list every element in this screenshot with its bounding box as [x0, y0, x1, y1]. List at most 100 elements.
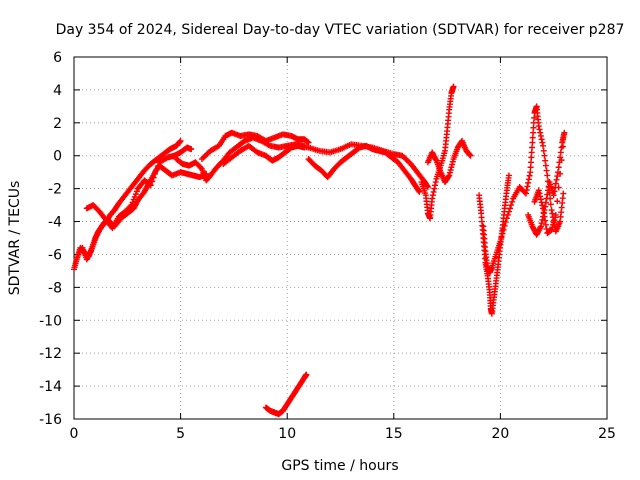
data-point — [541, 152, 548, 159]
data-point — [498, 234, 505, 241]
data-point — [502, 219, 509, 226]
x-axis-label: GPS time / hours — [281, 458, 398, 474]
data-point — [540, 142, 547, 149]
data-point — [542, 221, 549, 228]
data-point — [535, 123, 542, 130]
data-point — [149, 178, 156, 185]
y-tick-label: -14 — [39, 379, 62, 395]
data-point — [432, 182, 439, 189]
chart-title: Day 354 of 2024, Sidereal Day-to-day VTE… — [56, 22, 625, 38]
data-point — [559, 143, 566, 150]
data-point — [547, 201, 554, 208]
data-point — [445, 173, 452, 180]
data-point — [543, 225, 550, 232]
data-point — [549, 210, 556, 217]
data-points — [71, 83, 568, 418]
data-series — [418, 83, 457, 222]
data-series — [220, 142, 308, 167]
data-point — [539, 139, 546, 146]
data-point — [127, 203, 134, 210]
data-point — [555, 164, 562, 171]
data-point — [561, 129, 568, 136]
data-point — [525, 176, 532, 183]
plot-frame — [73, 56, 608, 420]
data-point — [552, 180, 559, 187]
data-point — [152, 170, 159, 177]
data-point — [132, 191, 139, 198]
data-point — [550, 192, 557, 199]
data-point — [557, 170, 564, 177]
data-point — [543, 195, 550, 202]
x-tick-label: 15 — [385, 426, 403, 442]
data-point — [506, 205, 513, 212]
data-point — [505, 172, 512, 179]
data-point — [555, 184, 562, 191]
y-tick-label: -12 — [39, 346, 62, 362]
data-point — [197, 164, 204, 171]
data-point — [522, 190, 529, 197]
data-point — [449, 158, 456, 165]
data-point — [447, 166, 454, 173]
data-point — [536, 126, 543, 133]
data-point — [540, 147, 547, 154]
data-point — [500, 226, 507, 233]
data-point — [154, 163, 161, 170]
data-point — [544, 172, 551, 179]
data-point — [497, 238, 504, 245]
data-point — [542, 162, 549, 169]
data-point — [177, 137, 184, 144]
y-tick-label: -4 — [48, 215, 62, 231]
data-point — [501, 222, 508, 229]
data-point — [548, 207, 555, 214]
data-point — [542, 217, 549, 224]
data-point — [538, 220, 545, 227]
data-point — [539, 202, 546, 209]
data-point — [129, 199, 136, 206]
y-tick-label: -2 — [48, 182, 62, 198]
data-point — [150, 174, 157, 181]
x-tick-label: 0 — [70, 426, 79, 442]
data-point — [446, 172, 453, 179]
data-series — [198, 129, 312, 163]
data-point — [448, 164, 455, 171]
y-tick-label: 4 — [53, 83, 62, 99]
y-tick-label: 0 — [53, 149, 62, 165]
data-point — [303, 371, 310, 378]
data-point — [503, 215, 510, 222]
data-series — [83, 144, 195, 232]
data-point — [450, 83, 457, 90]
data-series — [480, 103, 567, 276]
data-point — [430, 188, 437, 195]
data-point — [133, 188, 140, 195]
y-tick-label: 6 — [53, 50, 62, 66]
data-point — [153, 166, 160, 173]
y-tick-label: -16 — [39, 412, 62, 428]
data-point — [525, 179, 532, 186]
data-point — [551, 188, 558, 195]
data-point — [446, 169, 453, 176]
data-point — [147, 182, 154, 189]
data-point — [542, 157, 549, 164]
data-point — [176, 138, 183, 145]
y-tick-label: -10 — [39, 313, 62, 329]
data-point — [509, 198, 516, 205]
data-point — [539, 216, 546, 223]
data-point — [432, 179, 439, 186]
data-point — [431, 185, 438, 192]
data-point — [526, 172, 533, 179]
data-point — [429, 195, 436, 202]
data-point — [537, 129, 544, 136]
data-point — [499, 230, 506, 237]
data-point — [131, 193, 138, 200]
data-point — [415, 187, 422, 194]
data-point — [540, 209, 547, 216]
data-point — [541, 213, 548, 220]
data-point — [188, 146, 195, 153]
data-point — [537, 132, 544, 139]
data-point — [554, 198, 561, 205]
data-point — [537, 223, 544, 230]
data-point — [540, 205, 547, 212]
data-point — [467, 152, 474, 159]
